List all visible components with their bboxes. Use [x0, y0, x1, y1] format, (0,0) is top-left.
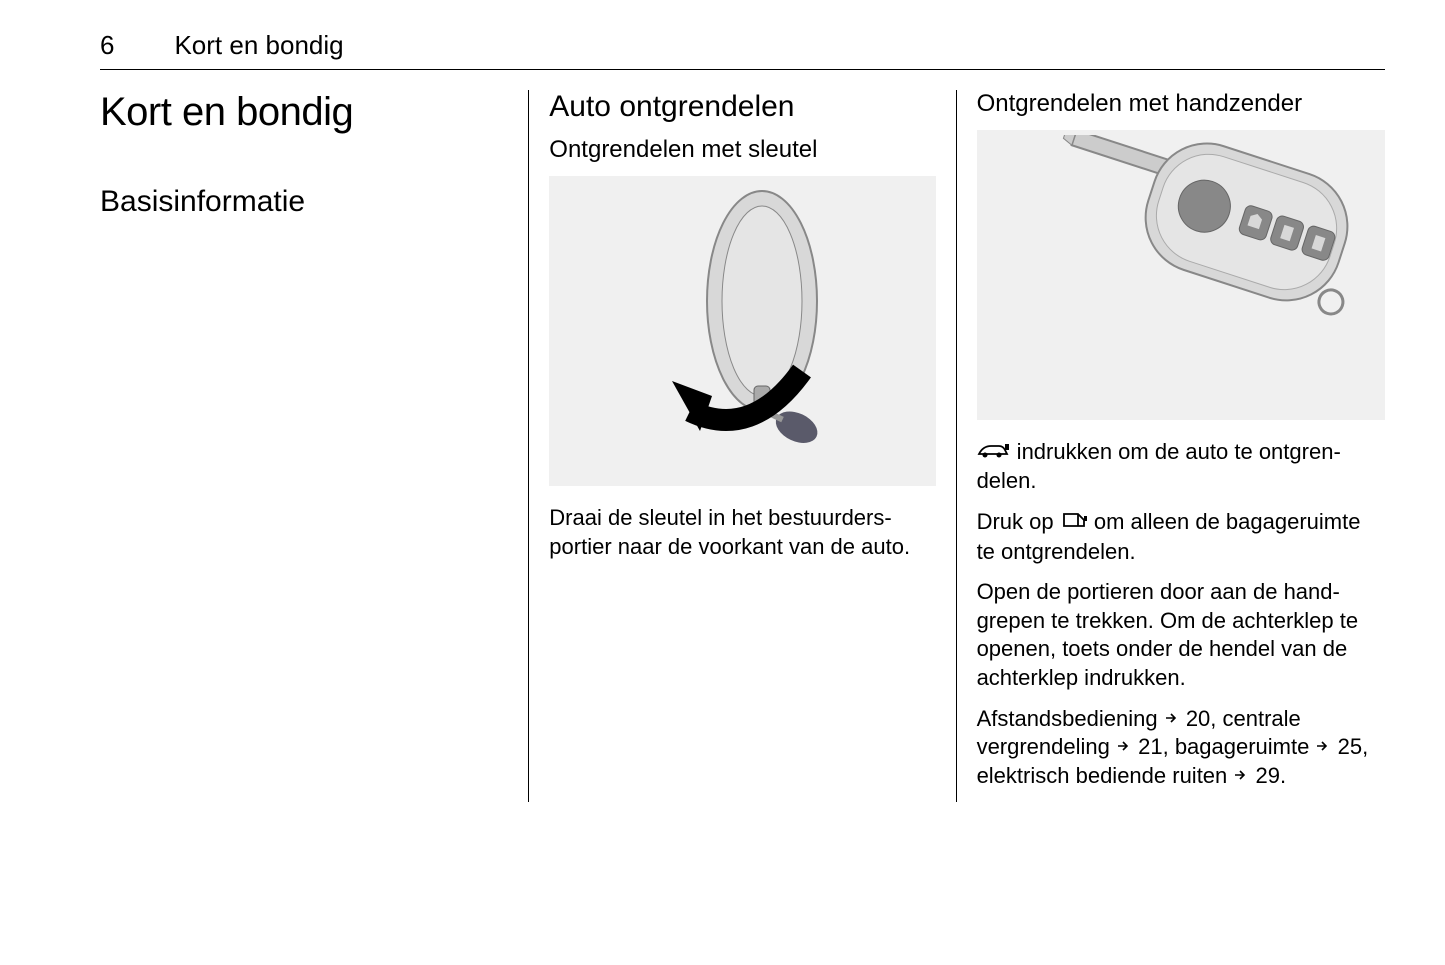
page-number: 6 — [100, 30, 114, 61]
page-ref-icon — [1164, 705, 1180, 734]
figure-remote-key — [977, 130, 1385, 420]
subsection-title-handzender: Ontgrendelen met handzender — [977, 90, 1385, 118]
figure-door-handle-key — [549, 176, 935, 486]
door-handle-key-illustration — [572, 181, 912, 481]
page-ref: 25 — [1331, 734, 1362, 759]
body-text-references: Afstandsbediening 20, centrale vergrende… — [977, 705, 1385, 791]
page-ref: 29 — [1249, 763, 1280, 788]
body-text-unlock-tailgate: Druk op om alleen de bagage­ruimte te on… — [977, 508, 1385, 566]
page-ref-icon — [1233, 762, 1249, 791]
page-header: 6 Kort en bondig — [100, 30, 1385, 70]
text-segment: indrukken om de auto te ontgren­delen. — [977, 439, 1341, 493]
text-segment: . — [1280, 763, 1286, 788]
body-text-open-doors: Open de portieren door aan de hand­grepe… — [977, 578, 1385, 692]
text-segment: Afstandsbediening — [977, 706, 1164, 731]
body-text-draai-sleutel: Draai de sleutel in het bestuurders­port… — [549, 504, 935, 561]
page-ref-icon — [1315, 733, 1331, 762]
remote-key-illustration — [1001, 135, 1361, 415]
content-columns: Kort en bondig Basisinformatie Auto ontg… — [100, 90, 1385, 802]
text-segment: , bagageruimte — [1163, 734, 1316, 759]
page-ref: 20 — [1180, 706, 1211, 731]
subsection-title-sleutel: Ontgrendelen met sleutel — [549, 136, 935, 164]
tailgate-icon — [1060, 509, 1088, 538]
column-2: Auto ontgrendelen Ontgrendelen met sleut… — [528, 90, 956, 802]
running-title: Kort en bondig — [174, 30, 343, 61]
column-1: Kort en bondig Basisinformatie — [100, 90, 528, 802]
text-segment: Druk op — [977, 509, 1060, 534]
body-text-unlock-car: indrukken om de auto te ontgren­delen. — [977, 438, 1385, 496]
car-unlock-icon — [977, 439, 1011, 468]
page-ref: 21 — [1132, 734, 1163, 759]
section-title-basisinformatie: Basisinformatie — [100, 185, 508, 219]
section-title-auto-ontgrendelen: Auto ontgrendelen — [549, 90, 935, 124]
chapter-title: Kort en bondig — [100, 90, 508, 135]
page-ref-icon — [1116, 733, 1132, 762]
column-3: Ontgrendelen met handzender — [957, 90, 1385, 802]
